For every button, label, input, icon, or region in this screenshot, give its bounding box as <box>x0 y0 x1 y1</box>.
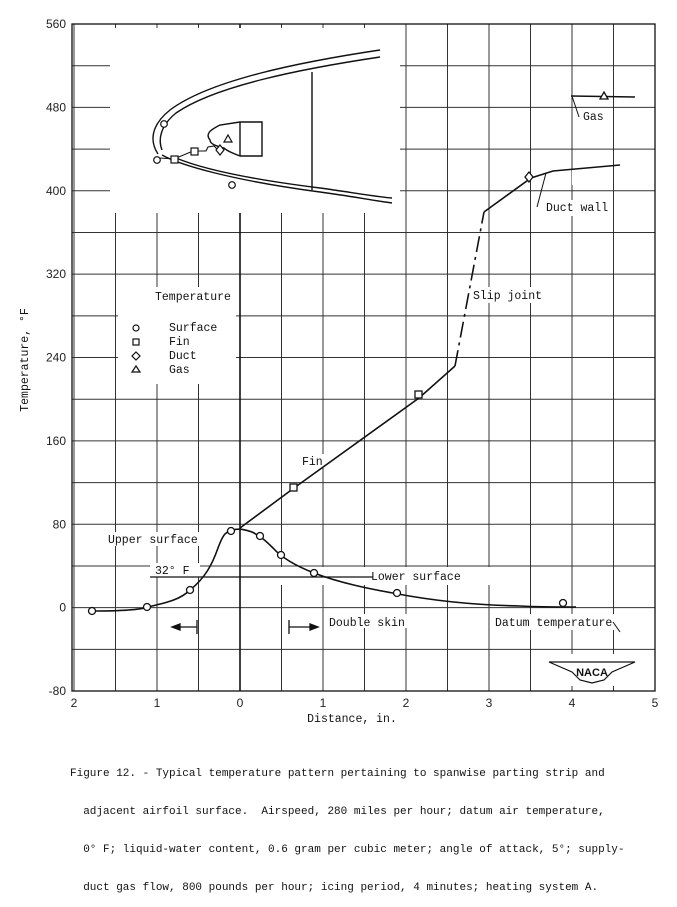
annotation-gas: Gas <box>583 111 604 124</box>
y-axis-label: Temperature, °F <box>19 308 32 412</box>
caption-line: adjacent airfoil surface. Airspeed, 280 … <box>70 805 605 818</box>
surface-point <box>255 531 265 541</box>
fin-point <box>414 390 423 399</box>
temperature-chart: 560 480 400 320 240 160 80 0 -80 2 1 0 1 2 3 4 5 Temper… <box>19 17 659 726</box>
surface-point <box>87 606 97 616</box>
legend-label-surface: Surface <box>169 322 217 335</box>
x-tick-label: 4 <box>569 696 576 710</box>
x-tick-label: 3 <box>486 696 493 710</box>
y-tick-label: 320 <box>46 267 66 281</box>
legend-title: Temperature <box>155 291 231 304</box>
legend-circle-icon <box>132 324 140 332</box>
duct-wall-line <box>483 164 621 213</box>
surface-point <box>185 585 195 595</box>
legend-triangle-icon <box>130 364 142 373</box>
y-tick-label: 0 <box>59 601 66 615</box>
surface-point <box>309 568 319 578</box>
naca-logo: NACA <box>548 661 636 684</box>
airfoil-inset-diagram <box>152 49 393 204</box>
x-tick-label: 2 <box>71 696 78 710</box>
legend-label-fin: Fin <box>169 336 190 349</box>
surface-point <box>142 602 152 612</box>
annotation-upper-surface: Upper surface <box>108 534 198 547</box>
y-tick-label: 240 <box>46 351 66 365</box>
label-backgrounds <box>106 28 633 686</box>
y-tick-label: 480 <box>46 100 66 114</box>
legend-label-gas: Gas <box>169 364 190 377</box>
y-tick-label: 80 <box>53 517 67 531</box>
legend: Temperature Surface Fin Duct Gas <box>130 291 231 377</box>
x-tick-label: 5 <box>652 696 659 710</box>
caption-line: 0° F; liquid-water content, 0.6 gram per… <box>70 843 625 856</box>
legend-label-duct: Duct <box>169 350 197 363</box>
surface-point <box>392 588 402 598</box>
annotation-duct-wall: Duct wall <box>546 202 608 215</box>
legend-diamond-icon <box>131 351 141 361</box>
x-tick-label: 2 <box>403 696 410 710</box>
surface-point <box>226 526 236 536</box>
y-tick-label: 400 <box>46 184 66 198</box>
y-axis-ticks: 560 480 400 320 240 160 80 0 -80 <box>46 17 66 698</box>
annotation-double-skin: Double skin <box>329 617 405 630</box>
x-axis-ticks: 2 1 0 1 2 3 4 5 <box>71 696 659 710</box>
figure-caption: Figure 12. - Typical temperature pattern… <box>70 743 670 907</box>
x-tick-label: 1 <box>320 696 327 710</box>
plot-frame <box>71 23 656 692</box>
x-tick-label: 1 <box>154 696 161 710</box>
slip-joint-line <box>454 211 485 367</box>
x-axis-label: Distance, in. <box>307 713 397 726</box>
naca-logo-text: NACA <box>576 667 608 679</box>
duct-point <box>524 170 534 184</box>
surface-point <box>558 598 568 608</box>
annotation-fin: Fin <box>302 456 323 469</box>
legend-square-icon <box>132 338 140 346</box>
annotation-lower-surface: Lower surface <box>371 571 461 584</box>
fin-point <box>289 483 298 492</box>
fin-line <box>239 365 456 529</box>
annotation-datum-temperature: Datum temperature <box>495 617 612 630</box>
y-tick-label: -80 <box>49 684 67 698</box>
annotation-32f: 32° F <box>155 565 190 578</box>
double-skin-arrows <box>170 620 320 634</box>
y-tick-label: 160 <box>46 434 66 448</box>
annotations: Upper surface Lower surface Fin Slip joi… <box>108 111 612 630</box>
surface-point <box>276 550 286 560</box>
y-tick-label: 560 <box>46 17 66 31</box>
caption-line: duct gas flow, 800 pounds per hour; icin… <box>70 881 599 894</box>
annotation-slip-joint: Slip joint <box>473 290 542 303</box>
caption-line: Figure 12. - Typical temperature pattern… <box>70 768 605 781</box>
x-tick-label: 0 <box>237 696 244 710</box>
data-markers <box>87 90 610 616</box>
gas-point <box>598 90 610 100</box>
